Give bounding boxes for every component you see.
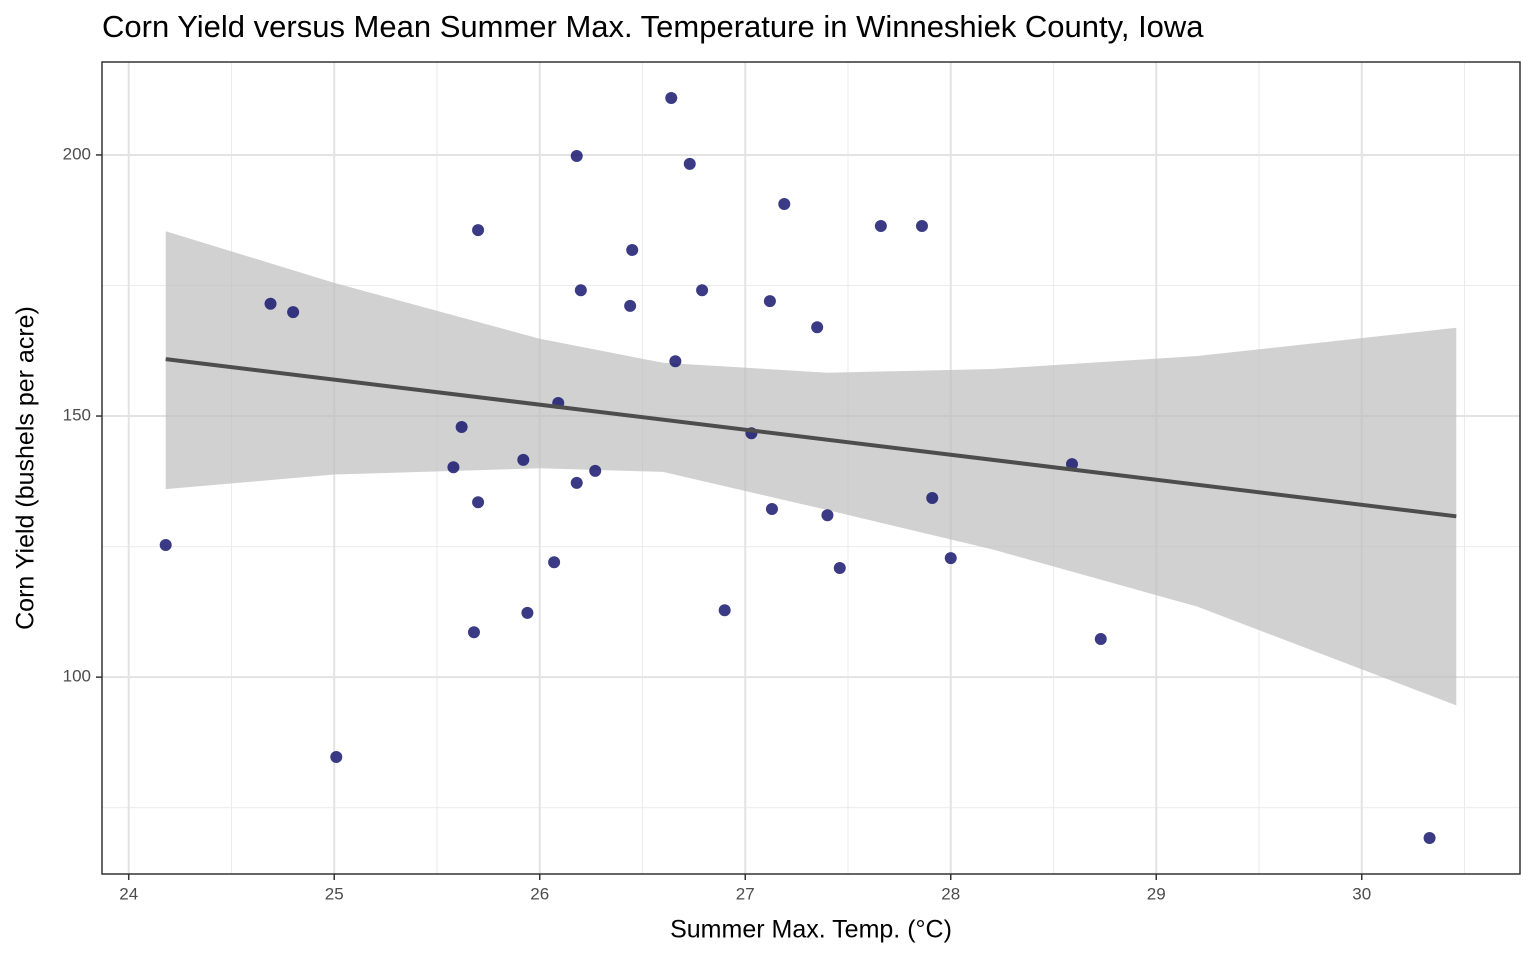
data-point	[570, 149, 583, 162]
data-point	[811, 321, 824, 334]
data-point	[570, 476, 583, 489]
x-tick-label: 30	[1352, 884, 1371, 903]
plot-border	[101, 61, 1521, 875]
y-axis-label: Corn Yield (bushels per acre)	[12, 306, 40, 630]
data-point	[765, 502, 778, 515]
data-point	[626, 243, 639, 256]
data-point	[624, 299, 637, 312]
x-tick-label: 29	[1147, 884, 1166, 903]
data-point	[718, 604, 731, 617]
y-tick-label: 100	[63, 667, 91, 686]
data-point	[467, 626, 480, 639]
data-point	[683, 157, 696, 170]
data-point	[447, 461, 460, 474]
data-point	[821, 509, 834, 522]
data-point	[778, 198, 791, 211]
x-tick-label: 28	[941, 884, 960, 903]
data-point	[330, 751, 343, 764]
data-point	[521, 606, 534, 619]
data-point	[1094, 633, 1107, 646]
x-axis-label: Summer Max. Temp. (°C)	[670, 916, 952, 944]
y-tick-label: 150	[63, 406, 91, 425]
data-point	[548, 556, 561, 569]
x-tick-label: 25	[325, 884, 344, 903]
data-point	[287, 306, 300, 319]
data-point	[159, 539, 172, 552]
data-point	[669, 355, 682, 368]
y-tick-label: 200	[63, 144, 91, 163]
data-point	[472, 496, 485, 509]
data-point	[1065, 458, 1078, 471]
confidence-band	[165, 231, 1457, 706]
data-point	[833, 561, 846, 574]
data-point	[944, 552, 957, 565]
data-point	[517, 453, 530, 466]
data-point	[915, 219, 928, 232]
x-tick-label: 27	[736, 884, 755, 903]
data-point	[455, 421, 468, 434]
data-point	[763, 295, 776, 308]
data-point	[589, 464, 602, 477]
data-point	[472, 224, 485, 237]
data-point	[665, 92, 678, 105]
data-point	[574, 284, 587, 297]
data-point	[926, 492, 939, 505]
x-tick-label: 24	[119, 884, 138, 903]
data-point	[874, 219, 887, 232]
data-point	[264, 297, 277, 310]
data-point	[696, 284, 709, 297]
chart-title: Corn Yield versus Mean Summer Max. Tempe…	[102, 9, 1204, 44]
regression-line	[165, 357, 1457, 519]
data-point	[1423, 831, 1436, 844]
x-tick-label: 26	[530, 884, 549, 903]
